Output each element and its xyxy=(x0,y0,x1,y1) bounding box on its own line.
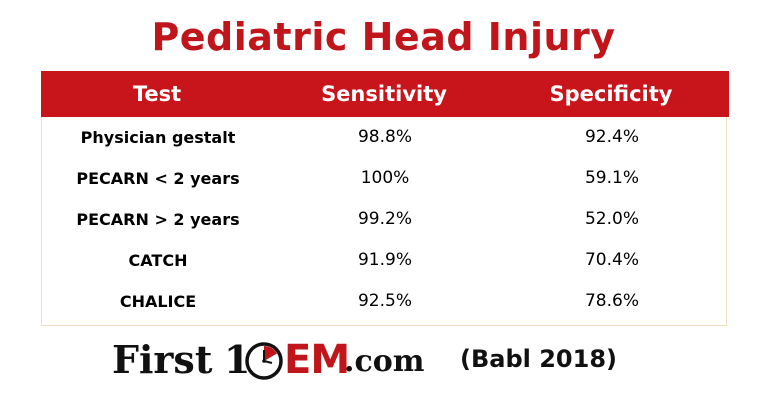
specificity-value: 52.0% xyxy=(584,209,639,229)
table-header: Test Sensitivity Specificity xyxy=(41,71,729,117)
specificity-value: 59.1% xyxy=(584,168,639,188)
specificity-value: 78.6% xyxy=(584,291,639,311)
sensitivity-value: 92.5% xyxy=(357,291,412,311)
table-row: CATCH 91.9% 70.4% xyxy=(42,240,728,281)
table-row: PECARN > 2 years 99.2% 52.0% xyxy=(42,199,728,240)
test-name: CATCH xyxy=(128,251,188,270)
header-sensitivity: Sensitivity xyxy=(321,82,447,106)
specificity-value: 92.4% xyxy=(584,127,639,147)
test-name: PECARN < 2 years xyxy=(76,169,240,188)
logo-text-first: First xyxy=(112,337,213,382)
logo-text-em: EM xyxy=(284,337,350,383)
specificity-value: 70.4% xyxy=(584,250,639,270)
citation: (Babl 2018) xyxy=(460,345,617,373)
header-specificity: Specificity xyxy=(549,82,673,106)
test-name: CHALICE xyxy=(119,292,197,311)
test-name: Physician gestalt xyxy=(80,128,236,147)
results-table: Test Sensitivity Specificity Physician g… xyxy=(41,71,729,326)
table-row: CHALICE 92.5% 78.6% xyxy=(42,281,728,322)
sensitivity-value: 100% xyxy=(360,168,410,188)
sensitivity-value: 99.2% xyxy=(357,209,412,229)
sensitivity-value: 98.8% xyxy=(357,127,412,147)
table-row: PECARN < 2 years 100% 59.1% xyxy=(42,158,728,199)
test-name: PECARN > 2 years xyxy=(76,210,240,229)
sensitivity-value: 91.9% xyxy=(357,250,412,270)
header-test: Test xyxy=(132,82,182,106)
clock-icon xyxy=(245,342,283,380)
table-row: Physician gestalt 98.8% 92.4% xyxy=(42,117,728,158)
logo-text-com: .com xyxy=(344,344,425,379)
page-title: Pediatric Head Injury xyxy=(151,15,616,59)
